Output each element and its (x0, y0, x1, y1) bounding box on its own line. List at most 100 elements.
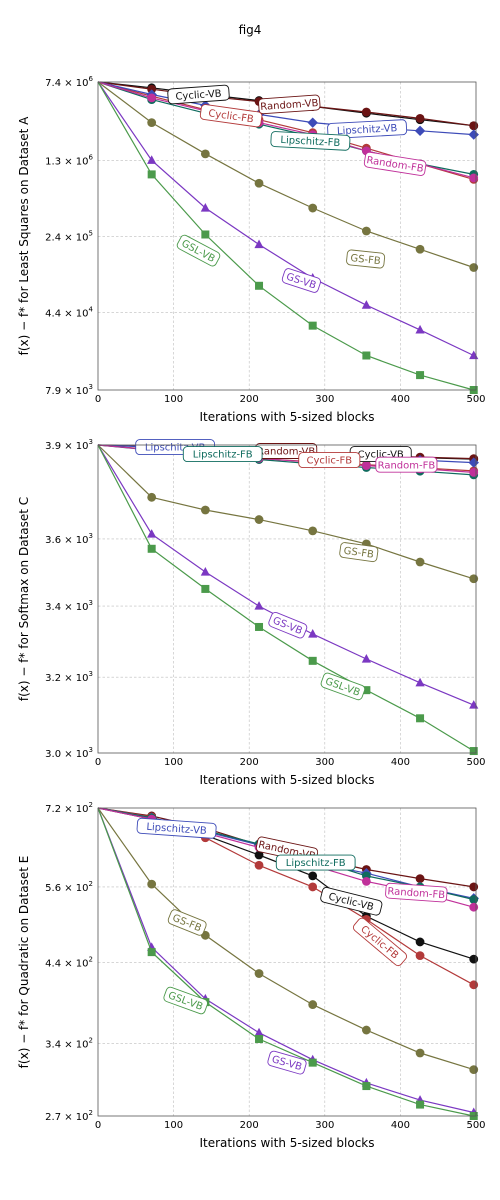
x-tick-label: 200 (240, 757, 259, 768)
x-tick-label: 100 (164, 394, 183, 405)
y-tick-label: 3.6 × 103 (45, 532, 93, 546)
data-point-gs-vb (147, 529, 157, 538)
y-tick-label: 4.4 × 104 (45, 306, 93, 320)
data-point-gs-fb (415, 557, 425, 567)
data-point-gs-fb (361, 1025, 371, 1035)
series-label-lipschitz-vb: Lipschitz-VB (327, 119, 408, 139)
y-tick-label: 1.3 × 106 (45, 153, 93, 167)
series-label-cyclic-vb: Cyclic-VB (320, 887, 383, 916)
x-tick-label: 200 (240, 1120, 259, 1131)
svg-text:Random-FB: Random-FB (378, 460, 436, 471)
data-point-random-vb (415, 113, 425, 123)
data-point-gsl-vb (255, 1035, 264, 1044)
data-point-gsl-vb (308, 321, 317, 330)
series-label-cyclic-fb: Cyclic-FB (199, 104, 263, 128)
data-point-cyclic-fb (469, 980, 479, 990)
axis-ticks: 0 100 200 300 400 500 7.9 × 103 4.4 × 104 2.4 × … (45, 75, 485, 405)
series-label-lipschitz-fb: Lipschitz-FB (275, 854, 356, 871)
svg-text:Lipschitz-FB: Lipschitz-FB (286, 858, 346, 869)
data-point-gsl-vb (362, 686, 371, 695)
svg-text:Cyclic-VB: Cyclic-VB (358, 450, 404, 461)
data-point-cyclic-vb (469, 954, 479, 964)
series-line-gs-fb (97, 81, 474, 269)
data-point-gsl-vb (201, 230, 210, 239)
svg-text:Random-VB: Random-VB (260, 98, 319, 113)
x-tick-label: 500 (466, 394, 485, 405)
y-tick-label: 2.7 × 102 (45, 1109, 93, 1123)
svg-text:Random-VB: Random-VB (257, 447, 315, 458)
data-point-gs-vb (415, 324, 425, 334)
y-tick-label: 7.9 × 103 (45, 383, 93, 397)
figure-title: fig4 (239, 23, 262, 37)
series-label-random-fb: Random-FB (375, 456, 438, 473)
panel-quadratic: Lipschitz-VBRandom-VBLipschitz-FBCyclic-… (17, 801, 486, 1150)
data-point-gs-fb (200, 505, 210, 515)
data-point-gs-fb (415, 244, 425, 254)
series-label-lipschitz-vb: Lipschitz-VB (136, 817, 217, 839)
data-point-gsl-vb (147, 544, 156, 553)
data-point-gsl-vb (308, 1058, 317, 1067)
plot-frame (97, 807, 477, 1117)
data-point-gsl-vb (469, 747, 478, 756)
data-point-random-fb (469, 468, 479, 477)
x-axis-label: Iterations with 5-sized blocks (200, 1136, 375, 1150)
data-point-gs-fb (254, 969, 264, 978)
data-point-gs-fb (361, 226, 371, 236)
y-tick-label: 3.4 × 102 (45, 1037, 93, 1051)
series-label-gs-fb: GS-FB (167, 909, 207, 936)
data-point-gsl-vb (201, 584, 210, 593)
data-point-random-fb (469, 902, 479, 912)
data-point-random-fb (469, 173, 479, 183)
data-point-gs-vb (200, 567, 210, 576)
series-label-gsl-vb: GSL-VB (176, 234, 221, 267)
x-tick-label: 300 (315, 757, 334, 768)
svg-text:Lipschitz-VB: Lipschitz-VB (337, 123, 398, 137)
data-point-gs-fb (469, 1065, 479, 1074)
series-label-random-fb: Random-FB (385, 882, 448, 903)
svg-text:Cyclic-VB: Cyclic-VB (175, 88, 222, 102)
data-point-gs-fb (308, 1000, 318, 1009)
series-line-gs-vb (97, 807, 474, 1114)
svg-text:GS-FB: GS-FB (343, 546, 375, 561)
data-point-cyclic-fb (254, 860, 264, 870)
y-tick-label: 5.6 × 102 (45, 880, 93, 894)
series-line-gsl-vb (97, 807, 474, 1117)
y-axis-label: f(x) − f* for Softmax on Dataset C (17, 497, 31, 701)
data-point-random-vb (147, 84, 157, 94)
data-point-gsl-vb (147, 170, 156, 179)
panel-softmax: Lipschitz-VB Random-VB Cyclic-VB Lipschitz-… (17, 438, 486, 787)
data-point-gs-fb (469, 263, 479, 272)
data-point-lipschitz-fb (469, 895, 479, 904)
svg-text:Random-FB: Random-FB (387, 886, 445, 901)
x-axis-label: Iterations with 5-sized blocks (200, 773, 375, 787)
data-point-gsl-vb (147, 948, 156, 957)
svg-text:Cyclic-FB: Cyclic-FB (306, 456, 352, 467)
svg-text:GS-FB: GS-FB (350, 253, 381, 267)
y-tick-label: 3.2 × 103 (45, 670, 93, 684)
data-point-gs-fb (254, 515, 264, 524)
x-tick-label: 400 (391, 757, 410, 768)
x-tick-label: 300 (315, 394, 334, 405)
data-point-gs-fb (254, 178, 264, 188)
data-point-cyclic-vb (308, 871, 318, 881)
series-gsl-vb (97, 444, 478, 756)
axis-ticks: 0 100 200 300 400 500 3.0 × 103 3.2 × 103 3.4 × … (45, 438, 485, 768)
data-point-gs-vb (361, 300, 371, 309)
series-line-gs-vb (97, 81, 474, 357)
data-point-cyclic-fb (308, 882, 318, 892)
axis-ticks: 0 100 200 300 400 500 2.7 × 102 3.4 × 102 4.4 × … (45, 801, 485, 1131)
x-tick-label: 200 (240, 394, 259, 405)
data-point-cyclic-vb (254, 850, 264, 860)
data-point-gsl-vb (362, 351, 371, 360)
data-point-random-fb (361, 461, 371, 471)
series-label-gs-vb: GS-VB (268, 611, 308, 639)
svg-text:Lipschitz-FB: Lipschitz-FB (193, 450, 253, 461)
series-label-lipschitz-fb: Lipschitz-FB (270, 131, 351, 151)
data-point-gs-fb (147, 879, 157, 889)
data-point-gsl-vb (362, 1082, 371, 1091)
data-point-random-vb (469, 882, 479, 892)
data-point-random-vb (415, 874, 425, 884)
data-point-lipschitz-vb (468, 129, 479, 140)
x-tick-label: 400 (391, 1120, 410, 1131)
data-point-gs-fb (147, 118, 157, 128)
